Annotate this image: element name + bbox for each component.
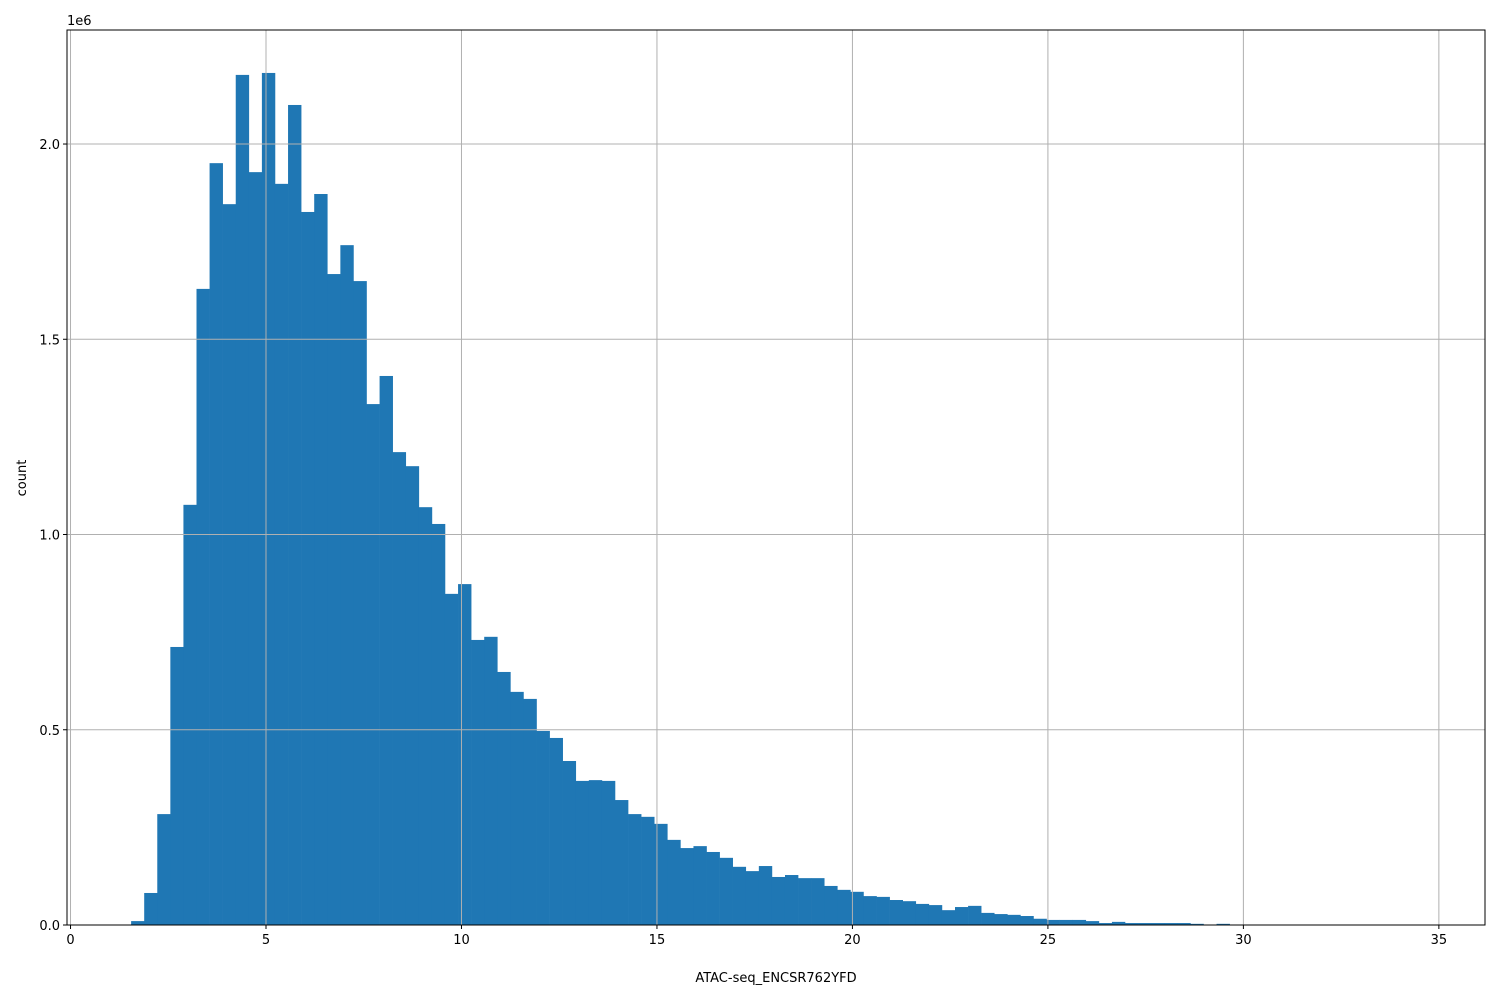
histogram-bar [353,281,366,925]
histogram-bar [537,731,550,925]
x-axis-label: ATAC-seq_ENCSR762YFD [695,971,856,986]
histogram-bar [837,890,850,925]
histogram-bar [615,800,628,925]
histogram-bar [955,907,968,925]
histogram-bar [288,105,301,925]
histogram-bar [733,867,746,925]
histogram-bar [445,594,458,925]
histogram-bar [484,637,497,925]
histogram-bar [223,204,236,925]
histogram-bar [929,905,942,925]
x-tick-label: 20 [844,933,861,948]
histogram-bar [1073,920,1086,925]
histogram-bar [693,846,706,925]
histogram-bar [1086,921,1099,925]
histogram-bar [811,878,824,925]
histogram-bar [641,817,654,925]
x-axis-ticks: 0 5 10 15 20 25 30 35 [66,925,1447,948]
histogram-bar [497,672,510,925]
x-tick-label: 10 [453,933,470,948]
histogram-bar [576,781,589,925]
histogram-bar [942,910,955,925]
histogram-bar [1020,916,1033,925]
histogram-bar [877,897,890,925]
histogram-bar [968,906,981,925]
histogram-bar [183,505,196,925]
histogram-bar [419,507,432,925]
histogram-bar [903,901,916,925]
histogram-bar [720,858,733,925]
x-tick-label: 5 [262,933,270,948]
histogram-bar [707,852,720,925]
histogram-bar [170,647,183,925]
x-tick-label: 25 [1040,933,1057,948]
histogram-bar [759,866,772,925]
x-tick-label: 15 [649,933,666,948]
y-tick-label: 0.0 [39,919,60,934]
histogram-bar [824,886,837,925]
histogram-bar [197,289,210,925]
histogram-bar [471,640,484,925]
histogram-bar [981,913,994,925]
x-tick-label: 0 [66,933,74,948]
histogram-bar [236,75,249,925]
y-axis-ticks: 0.0 0.5 1.0 1.5 2.0 [39,138,67,934]
histogram-bar [772,877,785,925]
histogram-bar [380,376,393,925]
y-tick-label: 1.0 [39,529,60,544]
histogram-bar [563,761,576,925]
histogram-bar [523,699,536,925]
y-tick-label: 0.5 [39,724,60,739]
histogram-bar [798,878,811,925]
histogram-bar [550,738,563,925]
histogram-bar [994,914,1007,925]
y-offset-label: 1e6 [67,14,92,29]
histogram-bar [602,781,615,925]
histogram-bar [510,692,523,925]
histogram-bar [393,452,406,925]
histogram-bar [144,893,157,925]
histogram-bar [680,848,693,925]
histogram-bar [589,780,602,925]
histogram-bar [367,404,380,925]
histogram-bar [1033,919,1046,925]
x-tick-label: 30 [1235,933,1252,948]
histogram-bar [890,900,903,925]
histogram-bar [628,814,641,925]
histogram-bar [746,871,759,925]
histogram-bar [654,824,667,925]
histogram-bar [1007,915,1020,925]
histogram-bar [1047,920,1060,925]
histogram-bar [1060,920,1073,925]
x-tick-label: 35 [1431,933,1448,948]
y-tick-label: 1.5 [39,333,60,348]
histogram-bar [340,245,353,925]
histogram-bar [458,584,471,925]
histogram-bar [432,524,445,925]
histogram-bar [327,274,340,925]
histogram-bar [863,896,876,925]
histogram-bar [301,212,314,925]
histogram-bar [157,814,170,925]
y-tick-label: 2.0 [39,138,60,153]
histogram-bar [210,163,223,925]
histogram-bar [785,875,798,925]
y-axis-label: count [15,460,30,497]
histogram-bar [262,73,275,925]
histogram-bar [249,172,262,925]
histogram-bar [667,840,680,925]
histogram-bar [131,921,144,925]
histogram-bar [916,904,929,925]
histogram-bar [314,194,327,925]
histogram-bar [275,184,288,925]
